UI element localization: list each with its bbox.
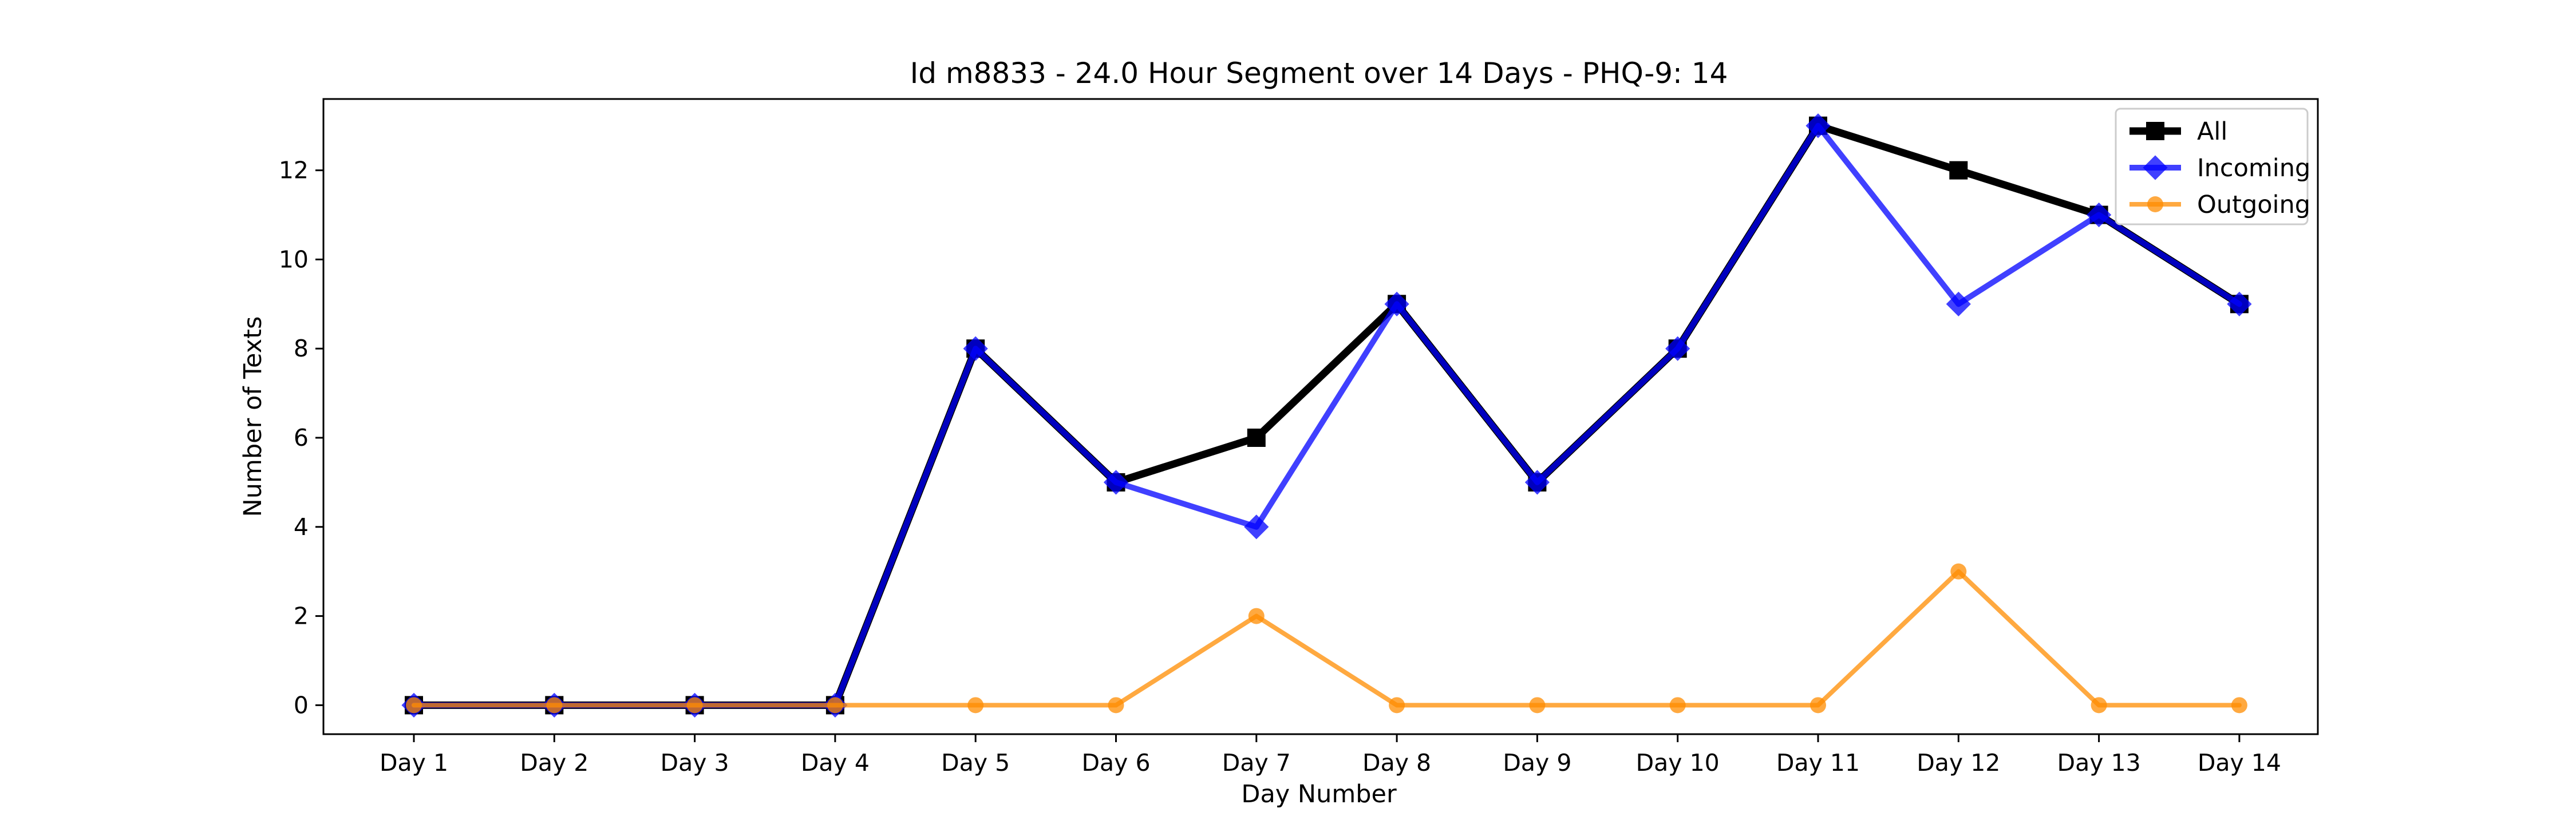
- data-point-marker: [1665, 336, 1690, 361]
- y-tick-label: 10: [279, 245, 309, 273]
- y-tick-label: 0: [294, 691, 309, 719]
- data-point-marker: [2143, 155, 2168, 180]
- data-point-marker: [1524, 470, 1550, 495]
- x-tick-label: Day 11: [1776, 749, 1860, 777]
- series-line: [411, 122, 2242, 708]
- data-point-marker: [963, 336, 988, 361]
- data-point-marker: [1669, 697, 1686, 714]
- series-incoming: [401, 113, 2252, 718]
- data-point-marker: [1103, 470, 1129, 495]
- legend-item: All: [2129, 117, 2227, 146]
- series-outgoing: [406, 563, 2247, 714]
- data-point-marker: [1389, 697, 1405, 714]
- x-tick-label: Day 6: [1081, 749, 1150, 777]
- y-tick-label: 6: [294, 424, 309, 451]
- data-point-marker: [1810, 697, 1826, 714]
- x-axis: Day 1 Day 2 Day 3 Day 4 Day 5 Day 6 Day 7 Day 8…: [380, 734, 2281, 777]
- data-point-marker: [1384, 291, 1409, 316]
- series-layer: [401, 113, 2252, 718]
- y-tick-label: 4: [294, 513, 309, 541]
- data-point-marker: [2147, 196, 2163, 212]
- data-point-marker: [967, 697, 984, 714]
- x-tick-label: Day 13: [2057, 749, 2141, 777]
- x-tick-label: Day 14: [2198, 749, 2281, 777]
- x-tick-label: Day 7: [1222, 749, 1291, 777]
- x-tick-label: Day 4: [801, 749, 870, 777]
- data-point-marker: [406, 697, 422, 714]
- plot-area: [322, 98, 2319, 735]
- legend: All Incoming Outgoing: [2115, 108, 2310, 225]
- x-tick-label: Day 2: [520, 749, 588, 777]
- data-point-marker: [1108, 697, 1124, 714]
- x-tick-label: Day 3: [661, 749, 729, 777]
- data-point-marker: [1946, 291, 1971, 316]
- data-point-marker: [2227, 291, 2252, 316]
- x-axis-label: Day Number: [1241, 780, 1397, 809]
- y-tick-label: 12: [279, 157, 309, 184]
- data-point-marker: [1529, 697, 1546, 714]
- legend-item: Incoming: [2129, 154, 2310, 183]
- y-axis: 0 2 4 6 8 10 12: [279, 157, 323, 719]
- legend-label: All: [2197, 117, 2227, 146]
- data-point-marker: [1247, 429, 1266, 447]
- y-axis-label: Number of Texts: [239, 316, 267, 517]
- legend-item: Outgoing: [2129, 191, 2310, 219]
- data-point-marker: [827, 697, 843, 714]
- x-tick-label: Day 8: [1362, 749, 1431, 777]
- data-point-marker: [546, 697, 563, 714]
- data-point-marker: [2087, 202, 2112, 228]
- data-point-marker: [2091, 697, 2107, 714]
- data-point-marker: [1805, 113, 1831, 138]
- x-tick-label: Day 1: [380, 749, 448, 777]
- chart-title: Id m8833 - 24.0 Hour Segment over 14 Day…: [910, 57, 1728, 90]
- data-point-marker: [1950, 563, 1967, 580]
- y-tick-label: 2: [294, 603, 309, 630]
- data-point-marker: [1949, 161, 1968, 180]
- legend-label: Incoming: [2197, 154, 2310, 183]
- data-point-marker: [1244, 514, 1269, 540]
- data-point-marker: [2146, 122, 2164, 140]
- x-tick-label: Day 9: [1503, 749, 1571, 777]
- y-tick-label: 8: [294, 335, 309, 362]
- x-tick-label: Day 12: [1917, 749, 2000, 777]
- x-tick-label: Day 10: [1636, 749, 1720, 777]
- series-line: [412, 569, 2242, 708]
- data-point-marker: [1248, 608, 1265, 624]
- legend-label: Outgoing: [2197, 191, 2310, 219]
- data-point-marker: [686, 697, 703, 714]
- x-tick-label: Day 5: [941, 749, 1010, 777]
- data-point-marker: [2231, 697, 2247, 714]
